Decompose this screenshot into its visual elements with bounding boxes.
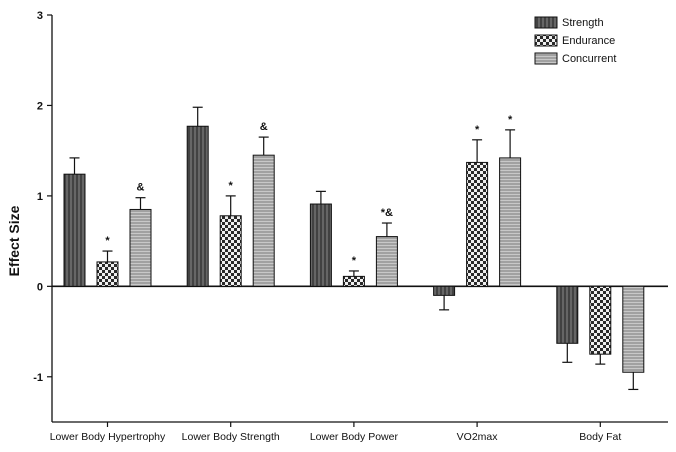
legend-swatch-endurance xyxy=(534,34,558,47)
significance-marker: * xyxy=(508,114,513,126)
significance-marker: * xyxy=(105,235,110,247)
legend-label-strength: Strength xyxy=(562,17,604,29)
x-tick-label: Lower Body Strength xyxy=(182,431,280,443)
axes: 3 2 1 0 -1 xyxy=(33,10,668,427)
legend-label-endurance: Endurance xyxy=(562,35,615,47)
significance-marker: * xyxy=(229,180,234,192)
bar-strength xyxy=(186,125,209,287)
bar-endurance xyxy=(96,261,119,287)
x-tick-label: VO2max xyxy=(457,431,499,443)
bar-strength xyxy=(556,285,579,344)
bar-strength xyxy=(433,285,456,296)
legend-swatch-concurrent xyxy=(534,52,558,65)
legend-swatch-strength xyxy=(534,16,558,29)
bar-concurrent xyxy=(252,154,275,287)
bar-endurance xyxy=(219,215,242,287)
error-bars xyxy=(69,106,639,391)
y-axis-title: Effect Size xyxy=(6,205,22,276)
y-tick-label: 3 xyxy=(37,10,43,22)
bar-endurance xyxy=(589,285,612,355)
bar-endurance xyxy=(342,275,365,287)
y-tick-label: 2 xyxy=(37,100,43,112)
category-labels: Lower Body Hypertrophy Lower Body Strengt… xyxy=(50,431,622,443)
bar-strength xyxy=(63,173,86,287)
x-tick-label: Body Fat xyxy=(579,431,621,443)
bar-concurrent xyxy=(129,208,152,287)
y-tick-label: 1 xyxy=(37,191,43,203)
significance-marker: *& xyxy=(381,207,393,219)
y-tick-label: -1 xyxy=(33,372,43,384)
bar-concurrent xyxy=(622,285,645,373)
significance-annotations: *& *&**&** xyxy=(105,114,513,267)
significance-marker: & xyxy=(137,182,145,194)
significance-marker: * xyxy=(475,124,480,136)
x-tick-label: Lower Body Hypertrophy xyxy=(50,431,166,443)
bars xyxy=(63,125,645,373)
bar-concurrent xyxy=(499,157,522,287)
x-tick-label: Lower Body Power xyxy=(310,431,399,443)
significance-marker: & xyxy=(260,121,268,133)
legend-label-concurrent: Concurrent xyxy=(562,53,616,65)
significance-marker: * xyxy=(352,255,357,267)
bar-endurance xyxy=(466,161,489,287)
bar-concurrent xyxy=(375,236,398,287)
bar-strength xyxy=(309,203,332,287)
y-tick-label: 0 xyxy=(37,281,43,293)
legend: Strength Endurance Concurrent xyxy=(534,16,616,65)
